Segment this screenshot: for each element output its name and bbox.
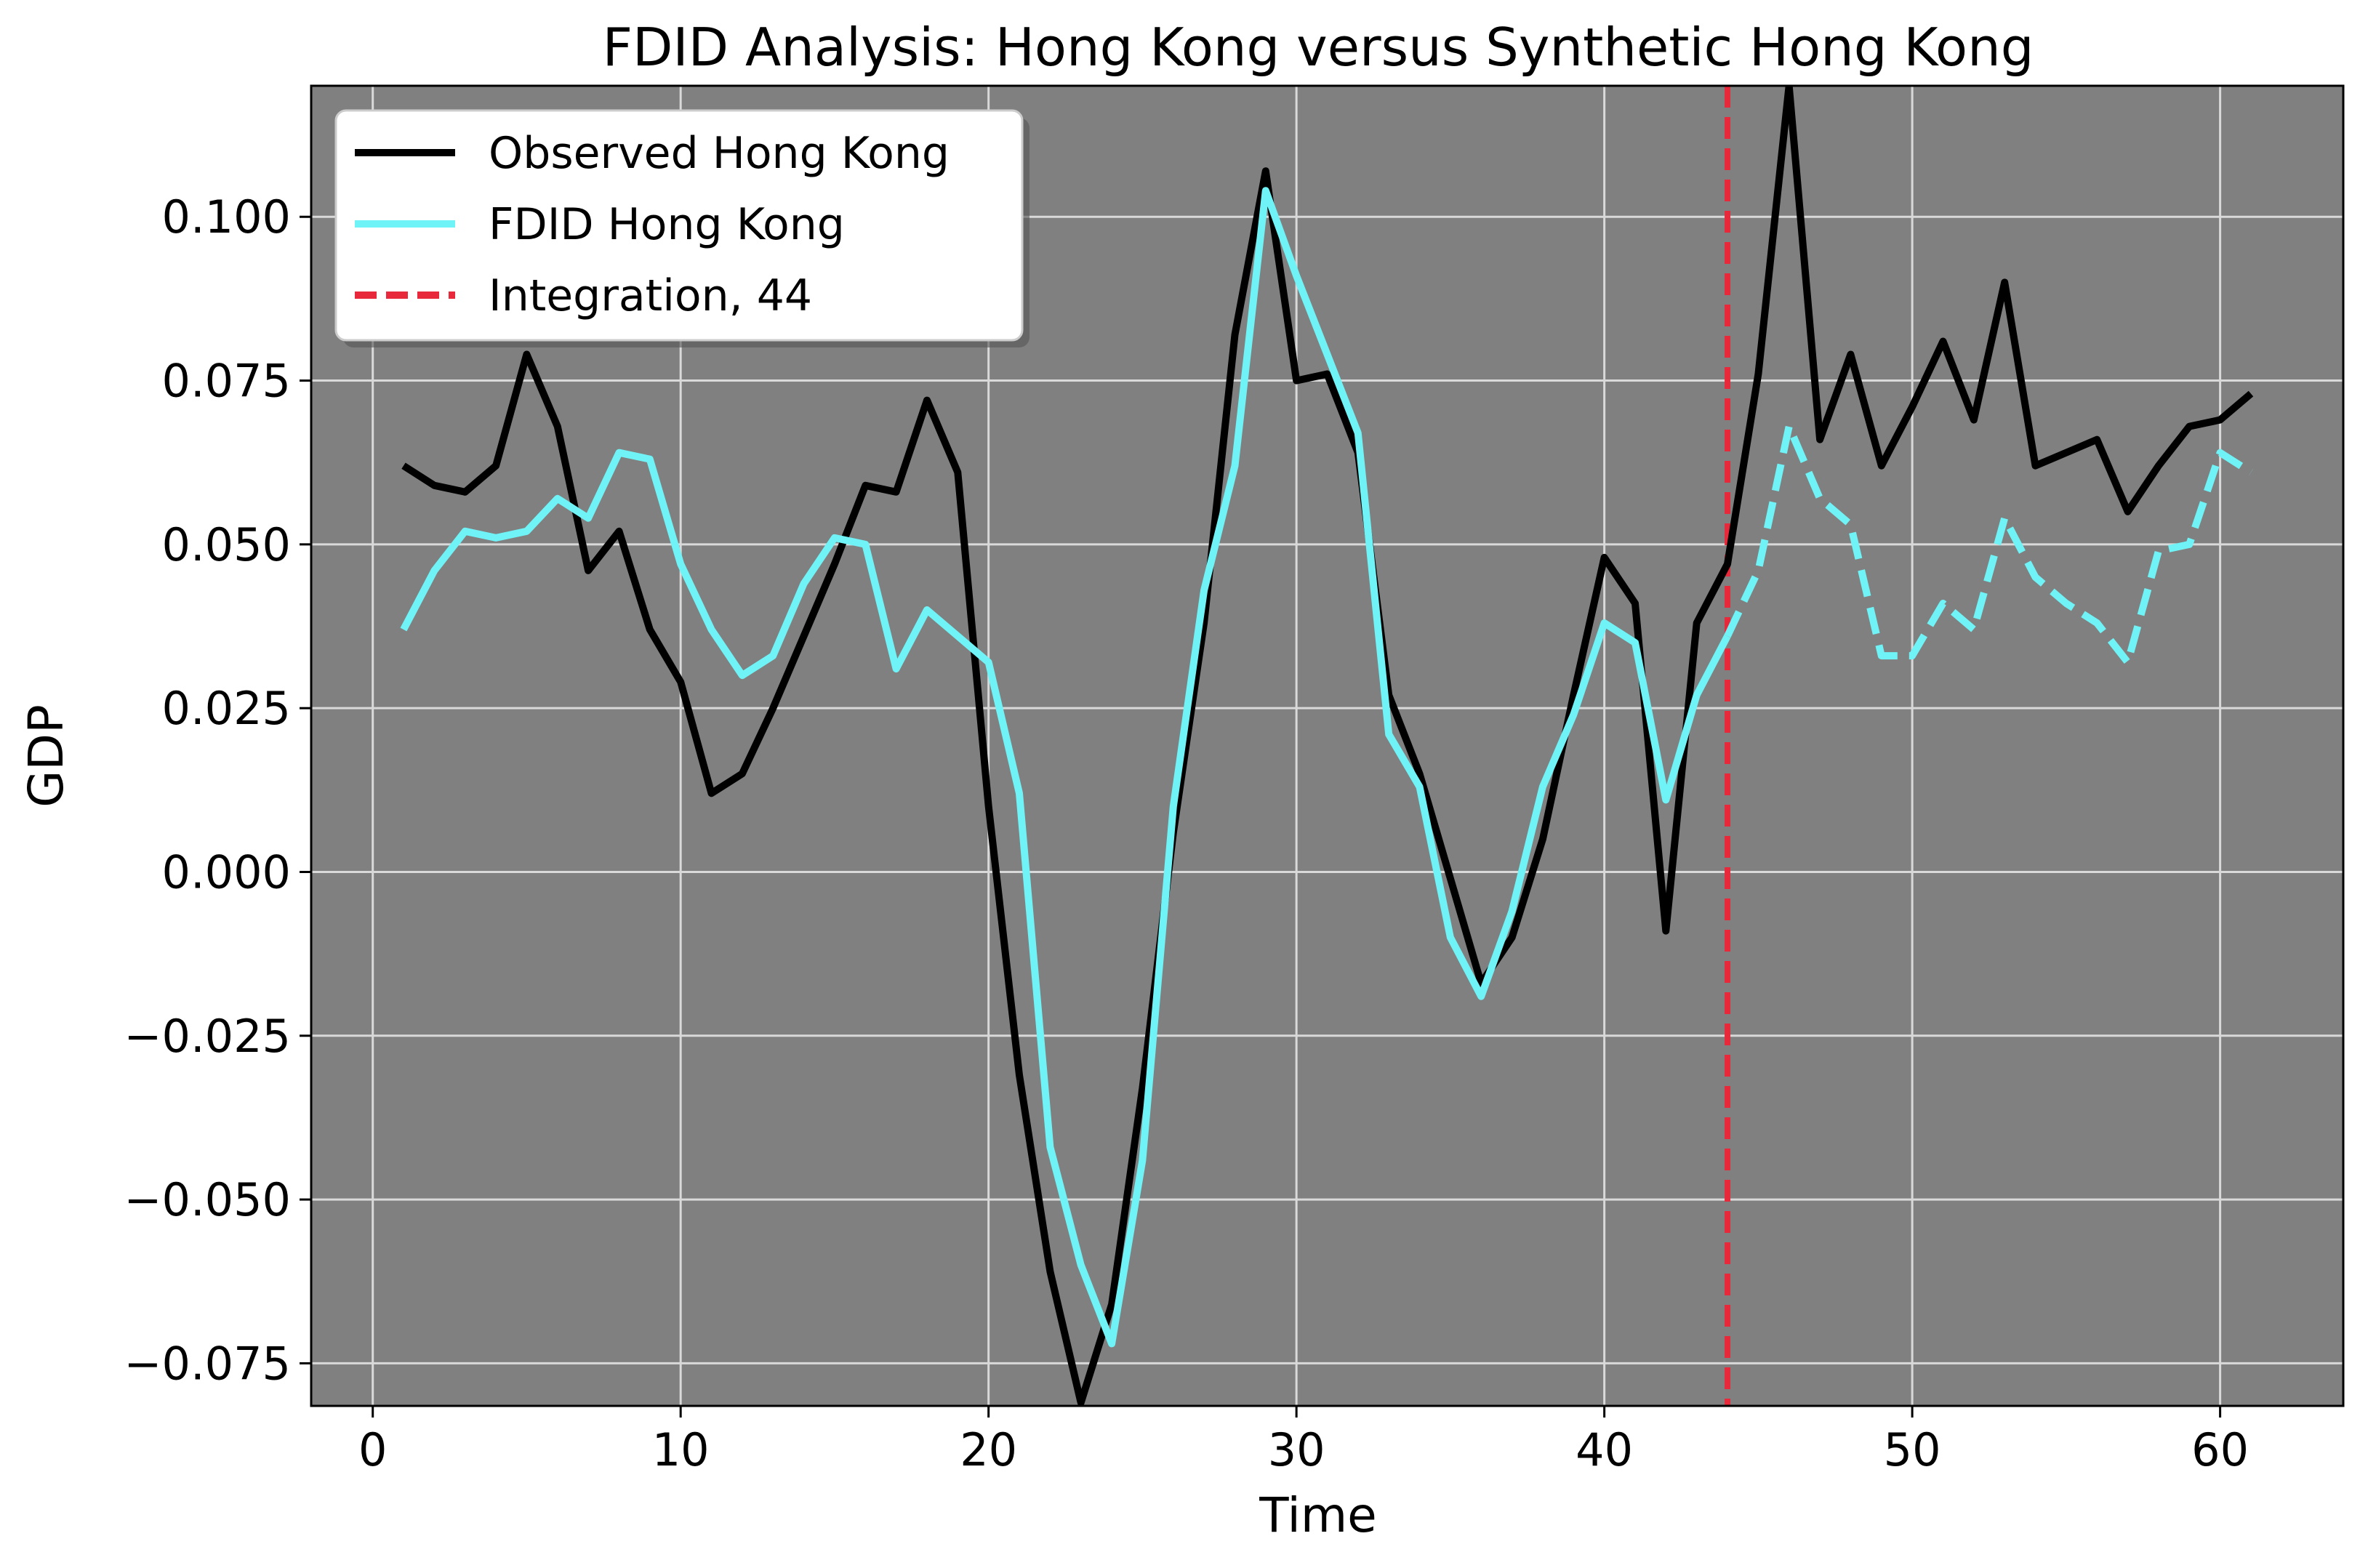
plot-frame	[310, 84, 2345, 1407]
x-axis-label: Time	[1259, 1487, 1377, 1543]
y-tick-label: 0.100	[162, 190, 292, 244]
observed-hong-kong-line	[401, 86, 2254, 1406]
legend-box	[334, 109, 1024, 342]
x-tick-label: 20	[960, 1423, 1017, 1476]
y-tick-label: 0.050	[162, 518, 292, 571]
x-tick-label: 0	[358, 1423, 387, 1476]
x-tick-label: 30	[1268, 1423, 1325, 1476]
y-tick-label: −0.075	[124, 1337, 291, 1390]
x-tick-label: 50	[1884, 1423, 1941, 1476]
y-tick-label: −0.025	[124, 1010, 291, 1063]
x-tick-label: 60	[2191, 1423, 2249, 1476]
y-axis-label: GDP	[18, 704, 74, 808]
legend-label: FDID Hong Kong	[489, 199, 845, 250]
y-tick-label: 0.075	[162, 355, 292, 408]
legend: Observed Hong Kong FDID Hong Kong Integrat…	[334, 109, 1024, 342]
series-group	[400, 86, 2254, 1406]
legend-label: Integration, 44	[489, 270, 812, 321]
fdid-hong-kong-line-post	[1724, 422, 2253, 667]
y-tick-label: −0.050	[124, 1173, 291, 1226]
plot-area: 0 10 20 30 40 50 60 −0.075 −0.050 −0.025 0.000 0.02…	[124, 84, 2345, 1476]
legend-label: Observed Hong Kong	[489, 128, 950, 179]
chart-title: FDID Analysis: Hong Kong versus Syntheti…	[603, 17, 2034, 78]
y-tick-label: 0.025	[162, 682, 292, 735]
x-tick-label: 40	[1576, 1423, 1633, 1476]
x-tick-label: 10	[652, 1423, 710, 1476]
y-tick-label: 0.000	[162, 845, 292, 898]
fdid-hong-kong-line	[400, 187, 1731, 1348]
